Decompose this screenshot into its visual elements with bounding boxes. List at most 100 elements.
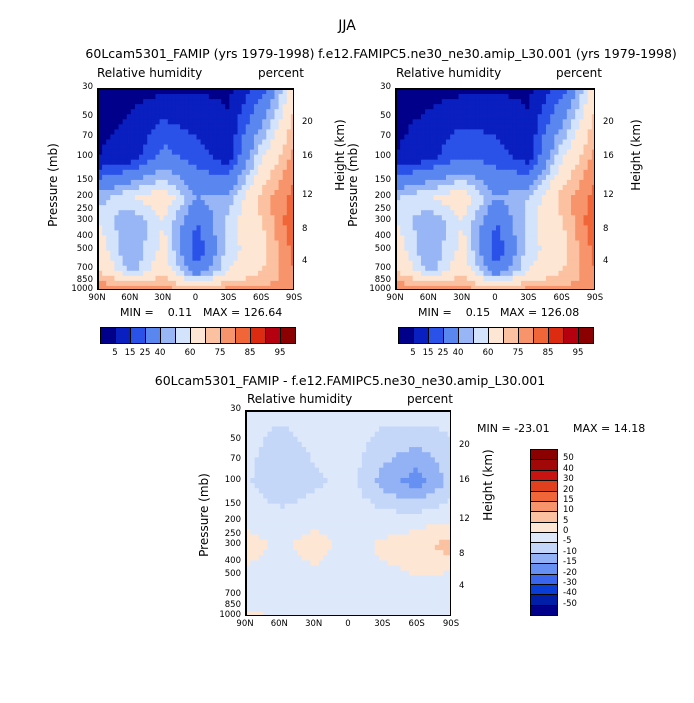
heatmap-cell	[400, 149, 405, 156]
heatmap-cell	[462, 285, 468, 289]
heatmap-cell	[447, 457, 450, 464]
heatmap-cell	[357, 457, 363, 464]
heatmap-cell	[336, 411, 342, 417]
heatmap-cell	[188, 255, 193, 262]
heatmap-cell	[110, 205, 116, 211]
heatmap-cell	[306, 472, 311, 479]
heatmap-cell	[253, 184, 259, 191]
heatmap-cell	[487, 104, 493, 110]
heatmap-cell	[462, 195, 468, 201]
heatmap-cell	[487, 149, 493, 156]
heatmap-cell	[396, 426, 402, 433]
heatmap-cell	[249, 280, 255, 287]
heatmap-cell	[529, 159, 535, 166]
heatmap-cell	[550, 220, 555, 226]
heatmap-cell	[245, 144, 251, 151]
heatmap-cell	[233, 99, 239, 105]
heatmap-cell	[134, 179, 140, 186]
heatmap-cell	[357, 508, 363, 515]
heatmap-cell	[396, 235, 401, 242]
heatmap-cell	[441, 195, 447, 201]
heatmap-cell	[118, 205, 124, 211]
heatmap-cell	[282, 149, 288, 156]
heatmap-cell	[274, 270, 280, 277]
heatmap-cell	[221, 280, 226, 287]
heatmap-cell	[433, 129, 439, 136]
heatmap-cell	[529, 174, 535, 181]
heatmap-cell	[175, 149, 181, 156]
heatmap-cell	[249, 164, 255, 171]
colorbar-label: 5	[410, 348, 416, 358]
heatmap-cell	[306, 436, 311, 443]
heatmap-cell	[562, 240, 568, 247]
heatmap-cell	[192, 149, 198, 156]
heatmap-cell	[454, 114, 460, 120]
heatmap-cell	[433, 195, 439, 201]
heatmap-cell	[430, 488, 436, 494]
y-tick-label: 250	[374, 204, 391, 215]
heatmap-cell	[412, 215, 418, 221]
heatmap-cell	[483, 260, 489, 267]
heatmap-cell	[512, 154, 518, 161]
heatmap-cell	[258, 129, 263, 136]
heatmap-cell	[114, 270, 120, 277]
heatmap-cell	[541, 119, 547, 125]
heatmap-cell	[416, 139, 422, 146]
heatmap-cell	[155, 144, 161, 151]
heatmap-cell	[314, 514, 320, 520]
heatmap-cell	[429, 154, 435, 161]
heatmap-cell	[171, 240, 177, 247]
heatmap-cell	[491, 240, 497, 247]
heatmap-cell	[147, 265, 152, 272]
heatmap-cell	[579, 169, 585, 176]
heatmap-cell	[591, 255, 594, 262]
heatmap-cell	[221, 169, 226, 176]
heatmap-cell	[508, 109, 514, 115]
heatmap-cell	[437, 169, 443, 176]
heatmap-cell	[521, 134, 526, 141]
heatmap-cell	[98, 89, 103, 95]
heatmap-cell	[416, 280, 422, 287]
heatmap-cell	[383, 457, 389, 464]
heatmap-cell	[429, 225, 435, 231]
heatmap-cell	[155, 235, 161, 242]
heatmap-cell	[391, 498, 397, 505]
heatmap-cell	[458, 250, 464, 257]
heatmap-cell	[504, 250, 510, 257]
heatmap-cell	[139, 245, 144, 252]
heatmap-cell	[404, 245, 410, 252]
heatmap-cell	[130, 184, 136, 191]
heatmap-cell	[483, 270, 489, 277]
heatmap-cell	[225, 134, 230, 141]
heatmap-cell	[429, 164, 435, 171]
heatmap-cell	[196, 104, 202, 110]
heatmap-cell	[159, 169, 165, 176]
heatmap-cell	[541, 220, 547, 226]
heatmap-cell	[270, 124, 276, 130]
heatmap-cell	[533, 260, 539, 267]
heatmap-cell	[344, 467, 350, 474]
heatmap-cell	[439, 467, 445, 474]
heatmap-cell	[537, 250, 543, 257]
heatmap-cell	[274, 285, 280, 289]
heatmap-cell	[286, 220, 292, 226]
heatmap-cell	[412, 99, 418, 105]
heatmap-cell	[278, 225, 284, 231]
heatmap-cell	[421, 285, 426, 289]
heatmap-cell	[525, 139, 530, 146]
heatmap-cell	[487, 99, 493, 105]
heatmap-cell	[412, 164, 418, 171]
heatmap-cell	[541, 134, 547, 141]
heatmap-cell	[475, 260, 480, 267]
heatmap-cell	[147, 235, 152, 242]
heatmap-cell	[408, 149, 414, 156]
heatmap-cell	[416, 114, 422, 120]
heatmap-cell	[421, 89, 426, 95]
heatmap-cell	[396, 441, 402, 448]
heatmap-cell	[396, 514, 402, 520]
heatmap-cell	[270, 215, 276, 221]
heatmap-cell	[430, 457, 436, 464]
heatmap-cell	[426, 503, 432, 510]
heatmap-cell	[280, 498, 286, 505]
heatmap-cell	[258, 240, 263, 247]
